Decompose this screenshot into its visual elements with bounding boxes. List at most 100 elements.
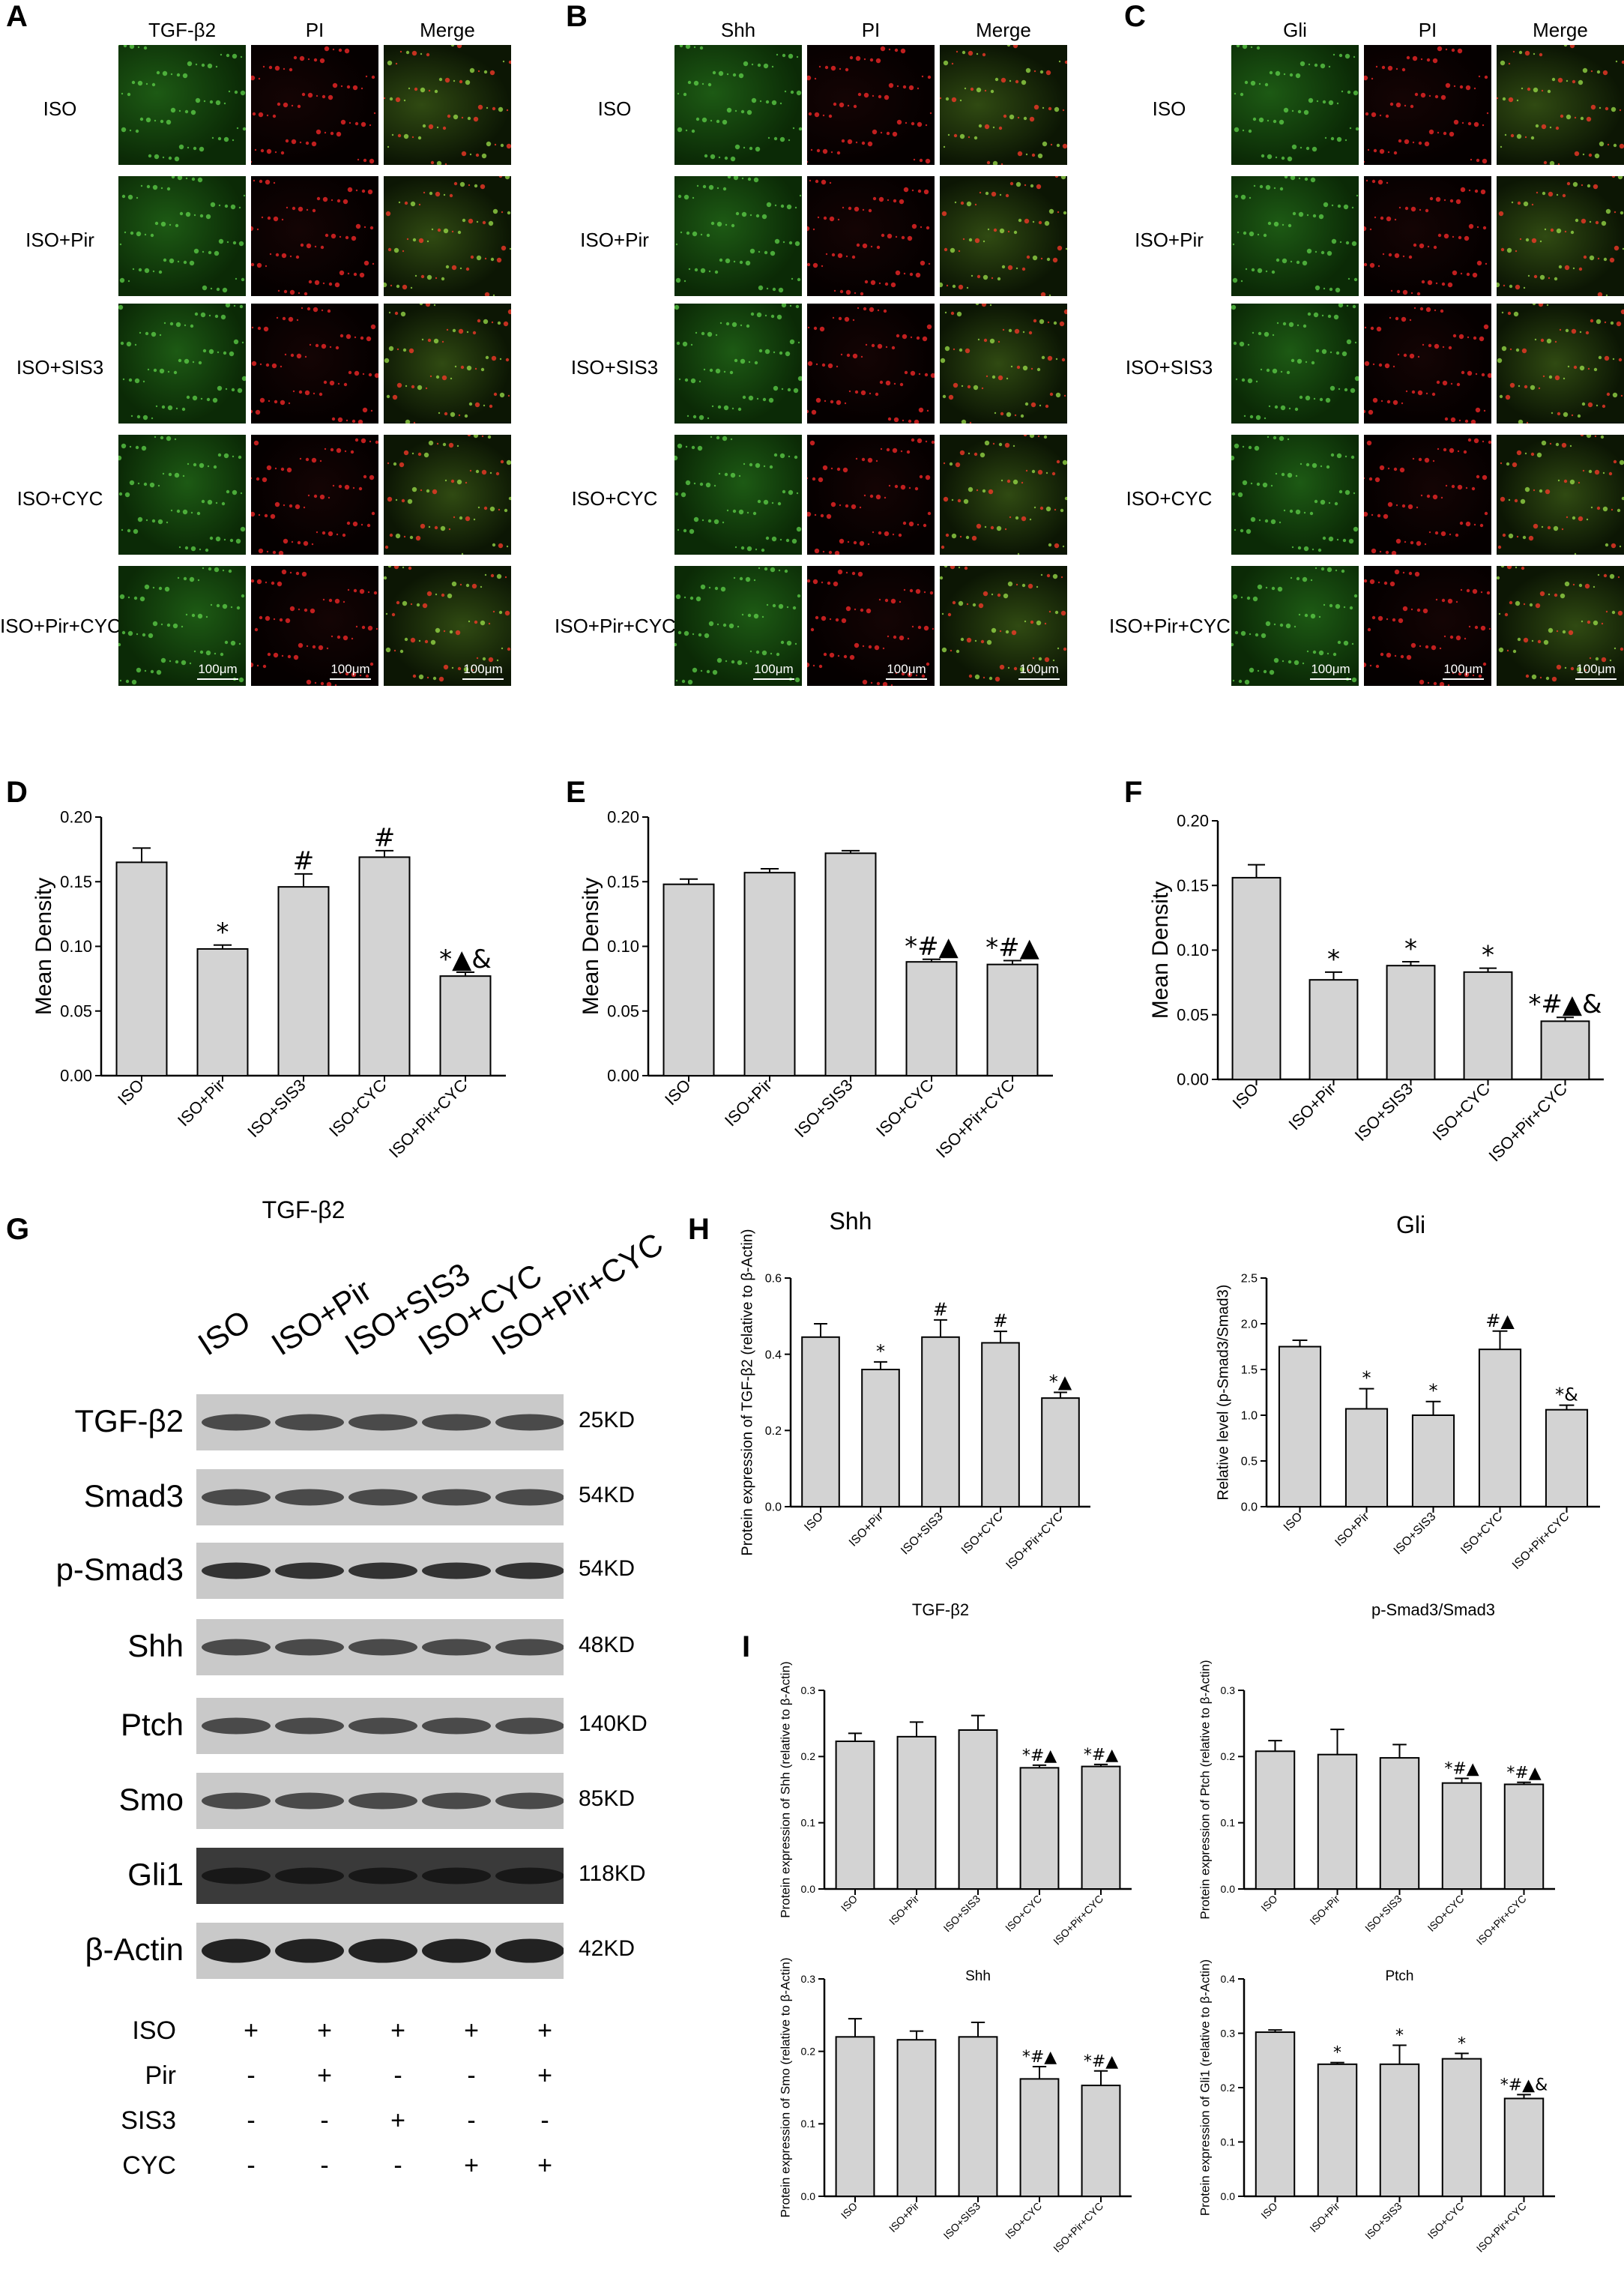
cell-speckles xyxy=(119,176,246,293)
scale-bar: 100μm xyxy=(1310,662,1351,680)
cell-speckles xyxy=(251,179,375,296)
x-tick-label: ISO xyxy=(1258,1893,1279,1914)
x-tick-label: ISO+Pir xyxy=(721,1076,776,1130)
cell-speckles xyxy=(1497,435,1624,555)
significance-marker: * xyxy=(1404,934,1417,964)
scale-bar-line xyxy=(753,678,794,680)
y-axis-label: Protein expression of Gli1 (relative to … xyxy=(1198,1959,1213,2216)
fluorescence-image xyxy=(118,566,246,686)
x-tick-label: ISO xyxy=(1258,2200,1279,2221)
x-tick-label: ISO+SIS3 xyxy=(791,1076,856,1141)
cell-speckles xyxy=(675,176,802,293)
cell-speckles xyxy=(807,438,935,555)
bar xyxy=(115,861,168,1076)
significance-marker: *#▲ xyxy=(905,932,959,962)
significance-marker: *#▲ xyxy=(985,932,1039,962)
treatment-sign: + xyxy=(537,2016,552,2045)
protein-band xyxy=(348,1717,417,1735)
significance-marker: #▲ xyxy=(1485,1310,1515,1331)
treatment-label: Pir xyxy=(145,2061,176,2090)
cell-speckles xyxy=(1232,176,1359,293)
y-tick-label: 0.20 xyxy=(607,808,639,827)
treatment-label: ISO xyxy=(132,2016,176,2045)
x-tick-label: ISO+CYC xyxy=(872,1076,937,1140)
molecular-weight-label: 54KD xyxy=(579,1483,636,1507)
merge-image xyxy=(940,304,1067,424)
bar xyxy=(861,1369,900,1507)
x-tick-label: ISO+Pir xyxy=(887,2200,921,2235)
merge-image xyxy=(1497,566,1624,686)
cell-speckles xyxy=(1364,569,1491,686)
y-tick-label: 0.1 xyxy=(801,1817,816,1829)
y-tick-label: 0.3 xyxy=(801,1684,816,1696)
blot-bands xyxy=(202,1717,564,1735)
molecular-weight-label: 42KD xyxy=(579,1936,636,1961)
scale-bar: 100μm xyxy=(1443,662,1484,680)
pi-stain-image xyxy=(1364,435,1491,555)
cell-speckles xyxy=(807,46,932,164)
scale-bar: 100μm xyxy=(462,662,504,680)
pi-stain-image xyxy=(807,435,935,555)
bar xyxy=(358,856,411,1076)
scale-bar: 100μm xyxy=(1018,662,1060,680)
bar xyxy=(824,852,877,1077)
treatment-sign: - xyxy=(247,2061,256,2090)
significance-marker: * xyxy=(1327,944,1340,974)
blot-strip xyxy=(196,1848,564,1904)
molecular-weight-label: 140KD xyxy=(579,1711,648,1736)
bar xyxy=(1545,1408,1589,1507)
blot-protein-label: Smad3 xyxy=(83,1478,184,1513)
fluorescence-image xyxy=(118,435,246,555)
bar xyxy=(1081,1765,1121,1890)
group-label: ISO xyxy=(597,97,632,120)
chart-svg: 0.0 0.1 0.2 0.3 Protein expression of Smo (r… xyxy=(779,1957,1132,2255)
significance-marker: * xyxy=(876,1341,885,1362)
protein-band xyxy=(495,1562,564,1579)
protein-band xyxy=(348,1414,417,1431)
column-heading: Merge xyxy=(420,19,475,41)
x-tick-label: ISO+Pir+CYC xyxy=(1474,1893,1529,1947)
x-tick-label: ISO+CYC xyxy=(1429,1079,1494,1144)
y-axis-label: Protein expression of Ptch (relative to … xyxy=(1198,1660,1213,1919)
cell-speckles xyxy=(118,45,246,162)
x-tick-label: ISO+SIS3 xyxy=(941,2200,983,2242)
fluorescence-image xyxy=(1231,304,1359,424)
x-tick-label: ISO+CYC xyxy=(959,1510,1006,1557)
x-tick-label: ISO+Pir xyxy=(1307,2200,1341,2235)
cell-speckles xyxy=(940,176,1067,296)
significance-marker: *#▲ xyxy=(1084,2052,1118,2071)
bar xyxy=(986,963,1039,1076)
protein-band xyxy=(495,1867,564,1884)
bar xyxy=(1317,1753,1358,1890)
protein-band xyxy=(422,1562,491,1579)
bar xyxy=(1379,2063,1420,2197)
treatment-sign: + xyxy=(390,2016,405,2045)
protein-band xyxy=(495,1792,564,1810)
protein-band xyxy=(348,1639,417,1656)
chart-e: 0.00 0.05 0.10 0.15 0.20 Mean Density ISO ISO+P… xyxy=(577,798,1102,1235)
treatment-sign: + xyxy=(317,2061,332,2090)
chart-svg: 0.0 0.2 0.4 0.6 Protein expression of TGF-β2… xyxy=(739,1229,1090,1619)
group-label: ISO+Pir+CYC xyxy=(555,615,676,637)
y-tick-label: 0.00 xyxy=(1177,1070,1209,1089)
x-tick-label: ISO+SIS3 xyxy=(1392,1510,1439,1558)
y-axis-label: Relative level (p-Smad3/Smad3) xyxy=(1215,1285,1231,1501)
x-tick-label: ISO+CYC xyxy=(325,1076,390,1140)
y-tick-label: 0.1 xyxy=(1221,2136,1236,2148)
fluorescence-image xyxy=(1231,435,1359,555)
scale-bar-line xyxy=(1018,678,1060,680)
significance-marker: *#▲ xyxy=(1022,1747,1057,1765)
bar xyxy=(439,975,492,1076)
protein-band xyxy=(275,1938,344,1963)
protein-band xyxy=(495,1938,564,1963)
fluorescence-image xyxy=(1231,566,1359,686)
protein-band xyxy=(202,1414,271,1431)
y-tick-label: 0.2 xyxy=(1221,1750,1236,1762)
scale-bar: 100μm xyxy=(1575,662,1617,680)
scale-bar-line xyxy=(1575,678,1617,680)
group-label: ISO xyxy=(43,97,77,120)
bar xyxy=(1386,965,1436,1080)
group-label: ISO+CYC xyxy=(571,487,658,510)
pi-stain-image xyxy=(807,304,935,424)
bar xyxy=(958,2036,998,2198)
